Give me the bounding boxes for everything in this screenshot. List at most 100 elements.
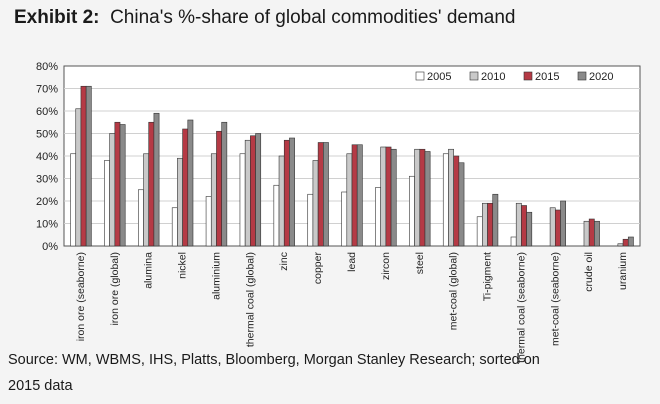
y-tick-label: 80% — [36, 61, 58, 73]
bar-2010 — [75, 108, 82, 247]
bar-2015 — [554, 209, 561, 247]
y-tick-label: 50% — [36, 129, 58, 141]
bar-2015 — [351, 144, 358, 247]
legend-label-2010: 2010 — [481, 71, 505, 83]
bar-2020 — [289, 137, 295, 247]
y-tick-label: 70% — [36, 84, 58, 96]
x-tick-label: iron ore (global) — [109, 252, 121, 326]
bar-2020 — [153, 112, 160, 247]
bar-2020 — [594, 220, 600, 247]
bar-2020 — [560, 200, 566, 247]
bars — [70, 85, 634, 247]
bar-2015 — [216, 130, 222, 247]
bar-2015 — [487, 202, 494, 247]
bar-2010 — [448, 148, 454, 247]
legend-label-2020: 2020 — [589, 71, 613, 83]
y-axis-ticks: 0% 10% 20% 30% 40% 50% 60% 70% 80% — [36, 61, 58, 253]
bar-2010 — [244, 139, 251, 247]
bar-2005 — [341, 191, 348, 247]
x-tick-label: zircon — [380, 252, 392, 280]
x-tick-label: aluminium — [210, 252, 222, 300]
bar-2005 — [375, 187, 381, 247]
bar-2010 — [414, 148, 421, 247]
x-tick-label: steel — [414, 252, 426, 274]
bar-2015 — [588, 218, 595, 247]
bar-2005 — [510, 236, 517, 247]
bar-2010 — [515, 202, 522, 247]
legend-swatch-2010 — [469, 71, 479, 81]
bar-2020 — [390, 148, 397, 247]
legend-swatch-2020 — [577, 71, 587, 81]
bar-2010 — [109, 133, 116, 247]
x-axis-labels: iron ore (seaborne) iron ore (global) alum… — [75, 252, 629, 363]
legend-label-2015: 2015 — [535, 71, 559, 83]
bar-2005 — [104, 160, 110, 247]
y-tick-label: 0% — [42, 241, 58, 253]
x-tick-label: thermal coal (global) — [244, 252, 256, 347]
bar-2020 — [424, 151, 431, 247]
bar-2005 — [70, 153, 77, 247]
x-tick-label: iron ore (seaborne) — [75, 252, 87, 341]
bar-2005 — [239, 153, 246, 247]
bar-2005 — [138, 189, 144, 247]
legend-swatch-2015 — [523, 71, 533, 81]
source-line-1: Source: WM, WBMS, IHS, Platts, Bloomberg… — [8, 352, 540, 368]
bar-2015 — [250, 135, 256, 247]
x-tick-label: Ti-pigment — [482, 252, 494, 301]
bar-2010 — [549, 207, 556, 247]
bar-2015 — [385, 146, 392, 247]
bar-2005 — [409, 175, 415, 247]
y-tick-label: 60% — [36, 106, 58, 118]
y-tick-label: 30% — [36, 174, 58, 186]
bar-2020 — [323, 142, 329, 247]
bar-2020 — [119, 124, 126, 247]
x-tick-label: thermal coal (seaborne) — [515, 252, 527, 363]
bar-2015 — [453, 155, 460, 247]
bar-2010 — [346, 153, 353, 247]
bar-2020 — [356, 144, 363, 247]
bar-2020 — [255, 133, 262, 247]
bar-2010 — [312, 160, 319, 247]
bar-2010 — [278, 155, 285, 247]
y-tick-label: 10% — [36, 219, 58, 231]
bar-2015 — [283, 139, 290, 247]
source-note: Source: WM, WBMS, IHS, Platts, Bloomberg… — [8, 347, 658, 399]
bar-2010 — [482, 202, 488, 247]
legend-label-2005: 2005 — [427, 71, 451, 83]
bar-2015 — [148, 121, 155, 247]
bar-2020 — [526, 211, 533, 247]
bar-2020 — [627, 236, 634, 247]
x-tick-label: uranium — [617, 252, 629, 290]
bar-2005 — [476, 216, 483, 247]
source-line-2: 2015 data — [8, 378, 73, 394]
x-tick-label: alumina — [143, 252, 155, 289]
bar-2020 — [221, 121, 228, 247]
x-tick-label: crude oil — [583, 252, 595, 292]
chart-title: Exhibit 2: China's %-share of global com… — [14, 6, 634, 29]
bar-2005 — [205, 196, 212, 247]
bar-2015 — [622, 238, 629, 247]
legend: 2005 2010 2015 2020 — [415, 71, 613, 83]
bar-2010 — [380, 146, 387, 247]
bar-2015 — [317, 142, 324, 247]
bar-2010 — [617, 243, 624, 247]
x-tick-label: met-coal (seaborne) — [549, 252, 561, 346]
bar-2005 — [273, 184, 280, 247]
bar-2010 — [210, 153, 217, 247]
bar-2010 — [583, 220, 590, 247]
bar-2010 — [143, 153, 150, 247]
bar-2015 — [80, 85, 87, 247]
y-tick-label: 20% — [36, 196, 58, 208]
bar-2020 — [85, 85, 92, 247]
x-tick-label: lead — [346, 252, 358, 272]
x-tick-label: nickel — [177, 252, 189, 279]
bar-2020 — [492, 193, 499, 247]
exhibit-label: Exhibit 2: — [14, 7, 100, 28]
bar-2015 — [521, 205, 527, 247]
bar-2015 — [419, 148, 426, 247]
y-tick-label: 40% — [36, 151, 58, 163]
x-tick-label: met-coal (global) — [448, 252, 460, 330]
bar-2020 — [187, 119, 194, 247]
x-tick-label: copper — [312, 252, 324, 285]
